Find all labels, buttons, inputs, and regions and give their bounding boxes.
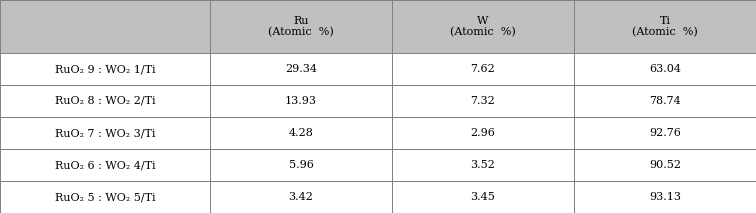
Text: RuO₂ 6 : WO₂ 4/Ti: RuO₂ 6 : WO₂ 4/Ti	[54, 160, 155, 170]
Text: RuO₂ 8 : WO₂ 2/Ti: RuO₂ 8 : WO₂ 2/Ti	[54, 96, 155, 106]
Text: 93.13: 93.13	[649, 192, 681, 202]
Text: RuO₂ 7 : WO₂ 3/Ti: RuO₂ 7 : WO₂ 3/Ti	[54, 128, 155, 138]
Text: 7.62: 7.62	[471, 64, 495, 74]
Text: 3.52: 3.52	[470, 160, 495, 170]
Text: 13.93: 13.93	[285, 96, 317, 106]
Text: Ru
(Atomic  %): Ru (Atomic %)	[268, 16, 334, 37]
Text: 2.96: 2.96	[470, 128, 495, 138]
Text: 4.28: 4.28	[289, 128, 314, 138]
Text: RuO₂ 5 : WO₂ 5/Ti: RuO₂ 5 : WO₂ 5/Ti	[54, 192, 155, 202]
Text: 5.96: 5.96	[289, 160, 314, 170]
Text: 3.42: 3.42	[289, 192, 314, 202]
Text: 90.52: 90.52	[649, 160, 681, 170]
Text: 92.76: 92.76	[649, 128, 681, 138]
Text: 63.04: 63.04	[649, 64, 681, 74]
Text: 7.32: 7.32	[471, 96, 495, 106]
Text: Ti
(Atomic  %): Ti (Atomic %)	[632, 16, 698, 37]
Text: 3.45: 3.45	[470, 192, 495, 202]
Text: 29.34: 29.34	[285, 64, 317, 74]
Text: 78.74: 78.74	[649, 96, 681, 106]
Text: RuO₂ 9 : WO₂ 1/Ti: RuO₂ 9 : WO₂ 1/Ti	[54, 64, 155, 74]
Text: W
(Atomic  %): W (Atomic %)	[450, 16, 516, 37]
